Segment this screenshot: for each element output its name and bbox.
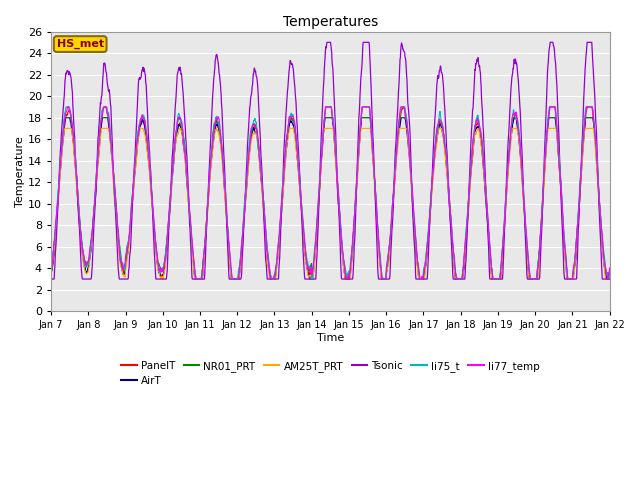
X-axis label: Time: Time <box>317 333 344 343</box>
Legend: PanelT, AirT, NR01_PRT, AM25T_PRT, Tsonic, li75_t, li77_temp: PanelT, AirT, NR01_PRT, AM25T_PRT, Tsoni… <box>117 357 544 390</box>
Y-axis label: Temperature: Temperature <box>15 136 25 207</box>
Text: HS_met: HS_met <box>57 39 104 49</box>
Title: Temperatures: Temperatures <box>283 15 378 29</box>
